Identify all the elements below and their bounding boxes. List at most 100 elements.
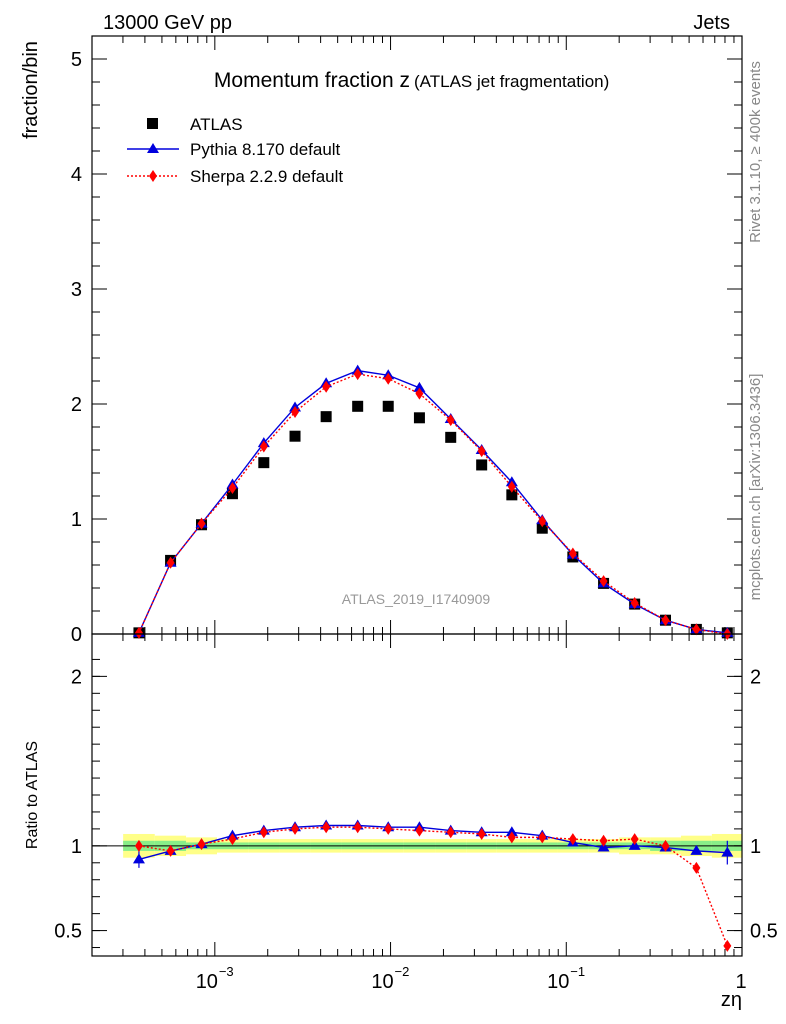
sherpa-point (692, 861, 701, 874)
x-tick-exponent: −2 (395, 964, 410, 979)
sherpa-point (415, 824, 424, 837)
pythia-point (413, 381, 426, 392)
y-tick-label: 3 (71, 279, 82, 301)
sherpa-point (322, 821, 331, 834)
atlas-point (289, 430, 301, 442)
sherpa-point (166, 556, 175, 569)
sherpa-point (446, 826, 455, 839)
x-tick-label: 1 (735, 971, 746, 993)
sherpa-point (353, 368, 362, 381)
y-tick-label: 2 (71, 666, 82, 688)
legend-marker-atlas (147, 118, 158, 129)
main-title: Momentum fraction z (214, 69, 410, 92)
sherpa-point (228, 481, 237, 494)
y-tick-label: 5 (71, 49, 82, 71)
legend-entry-sherpa: Sherpa 2.2.9 default (127, 167, 343, 186)
atlas-point (352, 400, 364, 412)
sherpa-point (259, 440, 268, 453)
ratio-ylabel: Ratio to ATLAS (24, 741, 41, 849)
sherpa-point (322, 380, 331, 393)
atlas-point (536, 522, 548, 534)
x-tick-exponent: −1 (570, 964, 585, 979)
ratio-data-marks (132, 819, 734, 952)
y-tick-label: 2 (71, 394, 82, 416)
header-left: 13000 GeV pp (103, 12, 232, 34)
sherpa-point (661, 839, 670, 852)
x-tick-label: 10 (547, 971, 569, 993)
ratio-frame (91, 633, 743, 957)
ratio-xlabel: zη (721, 989, 742, 1011)
legend-entry-atlas: ATLAS (147, 115, 243, 134)
legend-label-atlas: ATLAS (190, 115, 243, 134)
atlas-point (445, 431, 457, 443)
series-line-1 (138, 369, 728, 634)
atlas-point (258, 457, 270, 469)
legend: ATLAS Pythia 8.170 default Sherpa 2.2.9 … (127, 115, 343, 186)
atlas-point (506, 489, 518, 501)
sherpa-point (723, 939, 732, 952)
series-line-1 (138, 826, 728, 947)
sherpa-point (477, 827, 486, 840)
sherpa-point (384, 822, 393, 835)
sherpa-point (197, 517, 206, 530)
y-tick-label-right: 0.5 (750, 921, 778, 943)
y-tick-label-right: 1 (750, 836, 761, 858)
sherpa-point (538, 515, 547, 528)
sherpa-point (538, 831, 547, 844)
sherpa-point (197, 838, 206, 851)
sherpa-point (134, 839, 143, 852)
ratio-panel: Ratio to ATLAS 0.5 0.51 12 210 −3 10 −2 10 −1 1 z… (24, 633, 778, 1011)
y-tick-label: 1 (71, 509, 82, 531)
sherpa-point (259, 826, 268, 839)
legend-label-pythia: Pythia 8.170 default (190, 140, 341, 159)
sherpa-point (568, 547, 577, 560)
watermark: ATLAS_2019_I1740909 (342, 591, 491, 607)
sherpa-point (507, 480, 516, 493)
y-tick-label-right: 2 (750, 666, 761, 688)
ratio-axis-ticks: 0.5 0.51 12 210 −3 10 −2 10 −1 1 (54, 634, 778, 993)
sherpa-point (384, 372, 393, 385)
y-tick-label: 4 (71, 164, 82, 186)
sherpa-point (166, 844, 175, 857)
sherpa-point (630, 596, 639, 609)
legend-entry-pythia: Pythia 8.170 default (127, 140, 341, 159)
sherpa-point (446, 414, 455, 427)
sherpa-point (599, 575, 608, 588)
pythia-point (505, 826, 518, 837)
legend-marker-pythia (147, 143, 159, 153)
atlas-point (320, 411, 332, 423)
series-line-2 (138, 373, 728, 635)
sherpa-point (661, 614, 670, 627)
main-data-marks (132, 364, 734, 640)
y-tick-label: 1 (71, 836, 82, 858)
sherpa-point (568, 833, 577, 846)
sherpa-point (228, 833, 237, 846)
atlas-point (413, 412, 425, 424)
series-line-0 (138, 824, 728, 861)
x-tick-label: 10 (371, 971, 393, 993)
atlas-point (382, 400, 394, 412)
sherpa-point (599, 834, 608, 847)
sherpa-point (477, 445, 486, 458)
main-subtitle: (ATLAS jet fragmentation) (414, 72, 609, 91)
x-tick-exponent: −3 (219, 964, 234, 979)
y-tick-label: 0.5 (54, 921, 82, 943)
main-ylabel: fraction/bin (20, 41, 42, 139)
sherpa-point (630, 833, 639, 846)
side-text-mcplots: mcplots.cern.ch [arXiv:1306.3436] (747, 374, 764, 601)
sherpa-point (353, 821, 362, 834)
side-text-rivet: Rivet 3.1.10, ≥ 400k events (747, 61, 764, 243)
sherpa-point (415, 387, 424, 400)
sherpa-point (291, 406, 300, 419)
legend-label-sherpa: Sherpa 2.2.9 default (190, 167, 343, 186)
sherpa-point (134, 626, 143, 639)
main-panel: fraction/bin Momentum fraction z (ATLAS … (20, 35, 743, 646)
sherpa-point (507, 831, 516, 844)
y-tick-label: 0 (71, 624, 82, 646)
main-axis-ticks: 0 1 2 3 4 5 (71, 36, 743, 646)
header-right: Jets (693, 12, 730, 34)
sherpa-point (291, 822, 300, 835)
sherpa-point (692, 623, 701, 636)
atlas-point (476, 459, 488, 471)
